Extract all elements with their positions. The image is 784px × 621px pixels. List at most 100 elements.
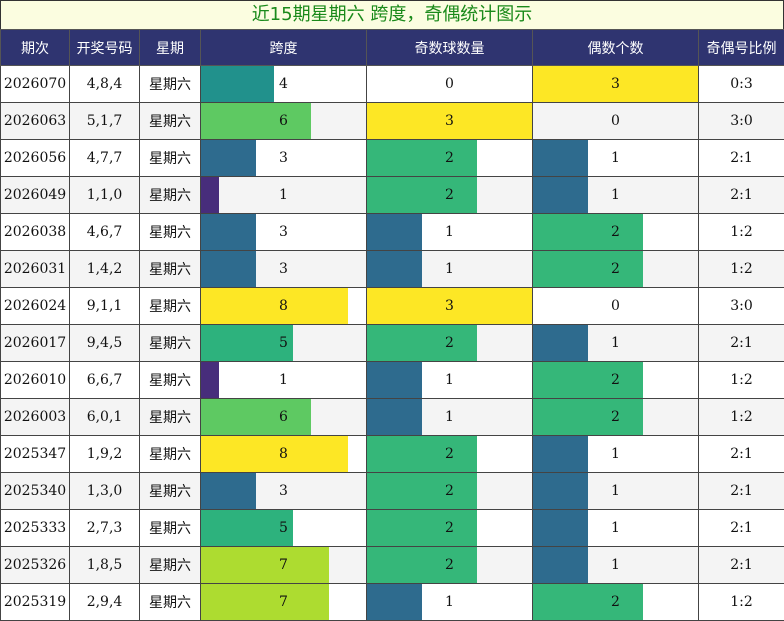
numbers-cell: 2,7,3 — [70, 510, 140, 547]
span-cell: 1 — [201, 362, 367, 399]
odd-count-cell-bar — [367, 584, 422, 620]
odd-count-cell: 2 — [367, 436, 533, 473]
numbers-cell: 1,8,5 — [70, 547, 140, 584]
odd-count-cell-bar — [367, 547, 477, 583]
even-count-cell-bar — [533, 214, 643, 250]
issue-cell: 2025340 — [1, 473, 70, 510]
span-cell-bar — [201, 103, 311, 139]
odd-count-cell: 1 — [367, 251, 533, 288]
odd-count-cell-bar — [367, 510, 477, 546]
even-count-cell-label: 3 — [611, 76, 620, 92]
even-count-cell-bar — [533, 177, 588, 213]
issue-cell: 2026049 — [1, 177, 70, 214]
span-cell-label: 5 — [279, 335, 288, 351]
weekday-cell: 星期六 — [140, 473, 201, 510]
even-count-cell-bar — [533, 584, 643, 620]
ratio-cell: 2:1 — [699, 325, 784, 362]
even-count-cell-label: 2 — [611, 409, 620, 425]
span-cell: 5 — [201, 510, 367, 547]
weekday-cell: 星期六 — [140, 288, 201, 325]
span-cell-bar — [201, 66, 274, 102]
odd-count-cell-label: 1 — [445, 224, 454, 240]
weekday-cell: 星期六 — [140, 325, 201, 362]
span-cell: 8 — [201, 288, 367, 325]
span-cell-bar — [201, 584, 329, 620]
odd-count-cell: 2 — [367, 547, 533, 584]
even-count-cell-label: 0 — [611, 113, 620, 129]
even-count-cell: 1 — [533, 177, 699, 214]
issue-cell: 2026003 — [1, 399, 70, 436]
ratio-cell: 1:2 — [699, 584, 784, 621]
numbers-cell: 5,1,7 — [70, 103, 140, 140]
span-cell: 7 — [201, 584, 367, 621]
numbers-cell: 2,9,4 — [70, 584, 140, 621]
numbers-cell: 4,6,7 — [70, 214, 140, 251]
numbers-cell: 4,8,4 — [70, 66, 140, 103]
header-even-count: 偶数个数 — [533, 30, 699, 66]
ratio-cell: 1:2 — [699, 399, 784, 436]
odd-count-cell-bar — [367, 362, 422, 398]
odd-count-cell-bar — [367, 140, 477, 176]
even-count-cell: 1 — [533, 436, 699, 473]
odd-count-cell-bar — [367, 436, 477, 472]
odd-count-cell-bar — [367, 325, 477, 361]
even-count-cell-label: 1 — [611, 335, 620, 351]
even-count-cell-bar — [533, 251, 643, 287]
odd-count-cell-label: 1 — [445, 261, 454, 277]
odd-count-cell-label: 2 — [445, 446, 454, 462]
odd-count-cell: 1 — [367, 584, 533, 621]
odd-count-cell-bar — [367, 473, 477, 509]
ratio-cell: 2:1 — [699, 140, 784, 177]
odd-count-cell-label: 1 — [445, 372, 454, 388]
span-cell-label: 7 — [279, 594, 288, 610]
odd-count-cell-label: 0 — [445, 76, 454, 92]
issue-cell: 2026017 — [1, 325, 70, 362]
header-ratio: 奇偶号比例 — [699, 30, 784, 66]
ratio-cell: 1:2 — [699, 362, 784, 399]
span-cell: 8 — [201, 436, 367, 473]
span-cell: 6 — [201, 399, 367, 436]
even-count-cell-bar — [533, 510, 588, 546]
weekday-cell: 星期六 — [140, 66, 201, 103]
span-cell-bar — [201, 436, 348, 472]
even-count-cell-label: 1 — [611, 520, 620, 536]
odd-count-cell: 3 — [367, 103, 533, 140]
even-count-cell-label: 2 — [611, 261, 620, 277]
span-cell: 5 — [201, 325, 367, 362]
ratio-cell: 3:0 — [699, 103, 784, 140]
odd-count-cell-label: 2 — [445, 150, 454, 166]
even-count-cell: 2 — [533, 399, 699, 436]
even-count-cell-bar — [533, 473, 588, 509]
odd-count-cell-label: 3 — [445, 298, 454, 314]
header-span: 跨度 — [201, 30, 367, 66]
span-cell: 3 — [201, 140, 367, 177]
odd-count-cell-label: 2 — [445, 187, 454, 203]
span-cell-label: 8 — [279, 446, 288, 462]
span-cell-label: 6 — [279, 113, 288, 129]
ratio-cell: 2:1 — [699, 510, 784, 547]
ratio-cell: 2:1 — [699, 547, 784, 584]
odd-count-cell-label: 2 — [445, 520, 454, 536]
even-count-cell: 1 — [533, 510, 699, 547]
span-cell-label: 3 — [279, 150, 288, 166]
span-cell-bar — [201, 214, 256, 250]
span-cell: 7 — [201, 547, 367, 584]
span-cell: 3 — [201, 251, 367, 288]
weekday-cell: 星期六 — [140, 584, 201, 621]
header-weekday: 星期 — [140, 30, 201, 66]
numbers-cell: 4,7,7 — [70, 140, 140, 177]
odd-count-cell-label: 3 — [445, 113, 454, 129]
issue-cell: 2026038 — [1, 214, 70, 251]
odd-count-cell: 0 — [367, 66, 533, 103]
header-issue: 期次 — [1, 30, 70, 66]
odd-count-cell: 1 — [367, 362, 533, 399]
even-count-cell: 1 — [533, 547, 699, 584]
